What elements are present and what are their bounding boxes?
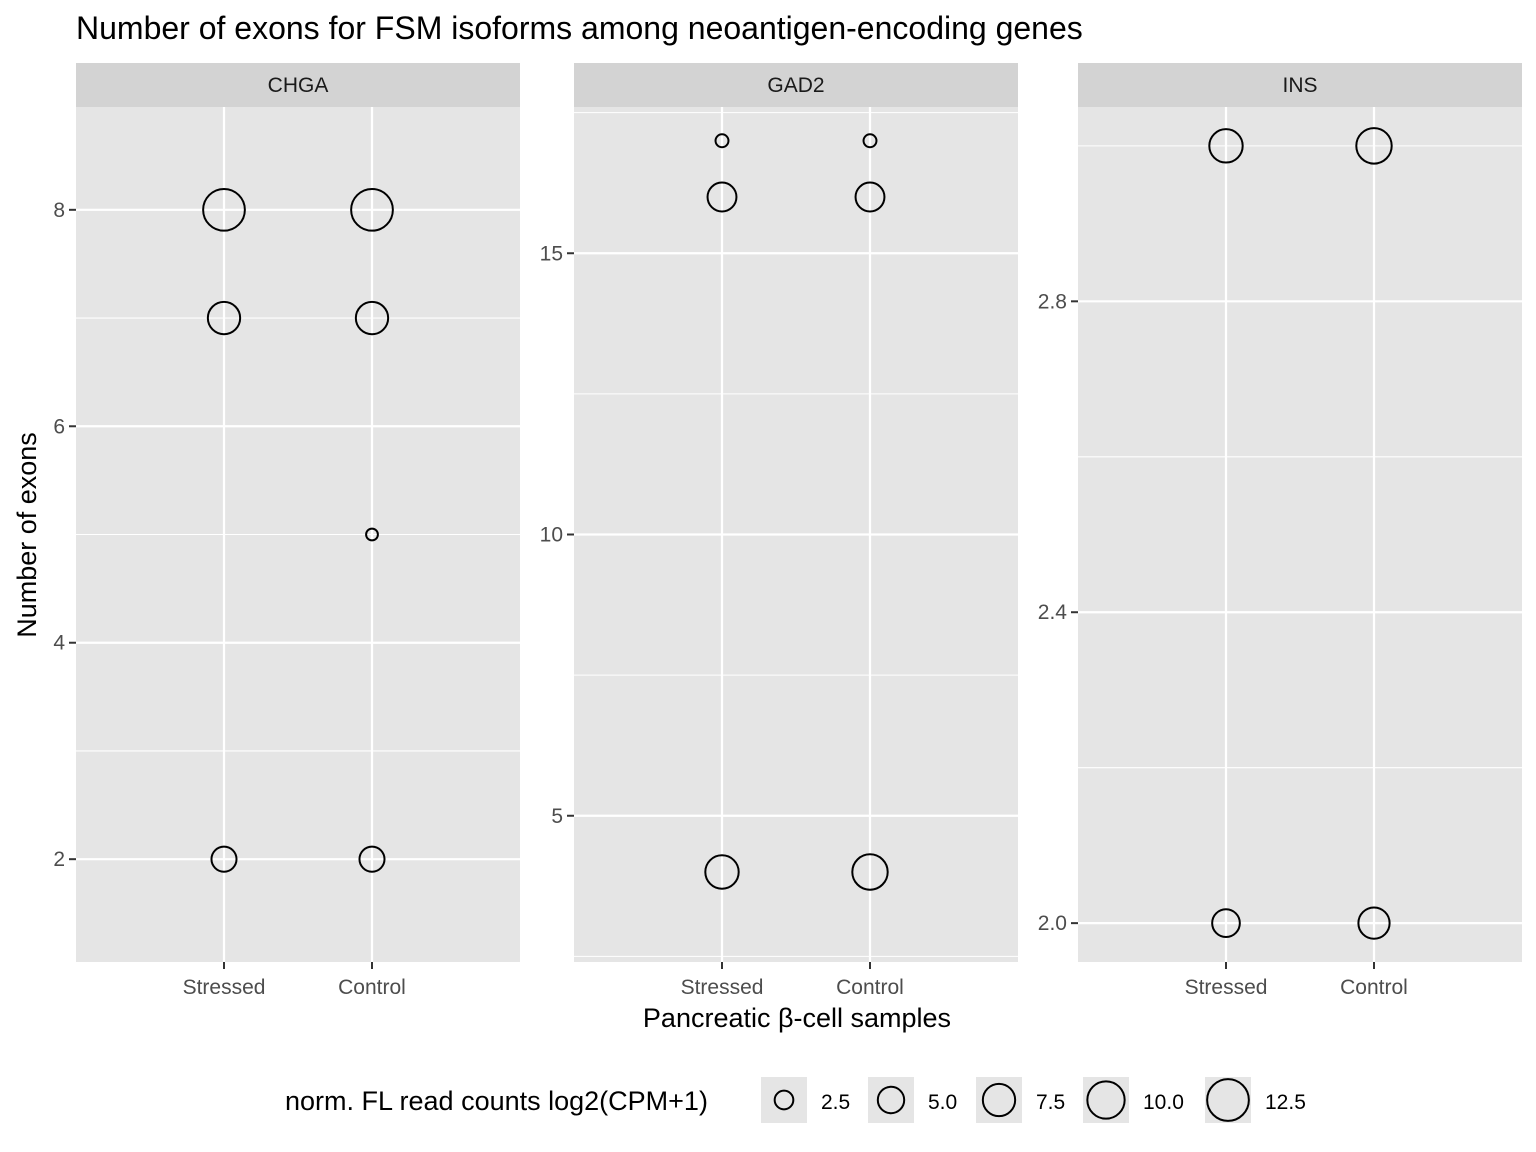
data-point <box>206 300 242 336</box>
legend-key <box>1083 1077 1129 1123</box>
legend-label: 5.0 <box>928 1091 957 1114</box>
data-point <box>210 845 238 873</box>
data-point <box>706 181 738 213</box>
facet-panels: CHGA 2 4 6 8 Stressed Control GAD2 5 10 15 Stressed… <box>53 63 1522 999</box>
data-point <box>202 187 246 232</box>
data-point <box>1357 906 1391 940</box>
data-point <box>714 133 730 149</box>
legend-label: 12.5 <box>1265 1091 1306 1114</box>
legend-label: 7.5 <box>1036 1091 1065 1114</box>
y-tick-label: 5 <box>551 805 563 828</box>
y-tick-label: 2.8 <box>1038 290 1067 313</box>
facet-chga: CHGA 2 4 6 8 Stressed Control <box>53 63 520 999</box>
data-point <box>1208 128 1244 164</box>
data-point <box>1355 127 1393 165</box>
x-tick-label: Control <box>836 976 904 999</box>
x-tick-label: Control <box>338 976 406 999</box>
y-tick-label: 4 <box>53 632 65 655</box>
y-tick-label: 2.0 <box>1038 912 1067 935</box>
data-point <box>354 300 390 336</box>
facet-strip-label: INS <box>1282 74 1317 97</box>
facet-strip <box>1078 63 1522 107</box>
legend-label: 2.5 <box>821 1091 850 1114</box>
data-point <box>358 845 386 873</box>
facet-gad2: GAD2 5 10 15 Stressed Control <box>540 63 1018 999</box>
x-tick-label: Stressed <box>1185 976 1268 999</box>
y-tick-label: 10 <box>540 524 563 547</box>
data-point <box>1211 908 1241 938</box>
panel-background <box>1078 107 1522 962</box>
x-tick-label: Stressed <box>183 976 266 999</box>
legend-key <box>1205 1077 1251 1123</box>
legend-title: norm. FL read counts log2(CPM+1) <box>285 1086 708 1116</box>
data-point <box>862 133 878 149</box>
y-tick-label: 6 <box>53 415 65 438</box>
y-tick-label: 2.4 <box>1038 601 1068 624</box>
data-point <box>350 187 394 232</box>
legend-symbol <box>981 1082 1017 1118</box>
size-legend: norm. FL read counts log2(CPM+1) 2.5 5.0 7… <box>285 1077 1306 1123</box>
facet-ins: INS 2.0 2.4 2.8 Stressed Control <box>1038 63 1522 999</box>
data-point <box>851 853 889 891</box>
y-tick-label: 2 <box>53 848 65 871</box>
facet-strip-label: CHGA <box>268 74 329 97</box>
x-tick-label: Stressed <box>681 976 764 999</box>
legend-key <box>868 1077 914 1123</box>
data-point <box>854 181 886 213</box>
legend-symbol <box>773 1089 795 1111</box>
facet-strip-label: GAD2 <box>767 74 824 97</box>
legend-symbol <box>1206 1078 1250 1122</box>
y-tick-label: 15 <box>540 242 563 265</box>
legend-symbol <box>1086 1080 1126 1120</box>
y-axis-title: Number of exons <box>12 432 42 638</box>
data-point <box>704 854 740 890</box>
facet-strip <box>574 63 1018 107</box>
y-tick-label: 8 <box>53 199 65 222</box>
facet-strip <box>76 63 520 107</box>
legend-symbol <box>876 1085 906 1115</box>
legend-label: 10.0 <box>1143 1091 1184 1114</box>
chart-title: Number of exons for FSM isoforms among n… <box>76 10 1083 46</box>
x-tick-label: Control <box>1340 976 1408 999</box>
x-axis-title: Pancreatic β-cell samples <box>643 1003 951 1033</box>
data-point <box>365 527 379 542</box>
legend-key <box>761 1077 807 1123</box>
